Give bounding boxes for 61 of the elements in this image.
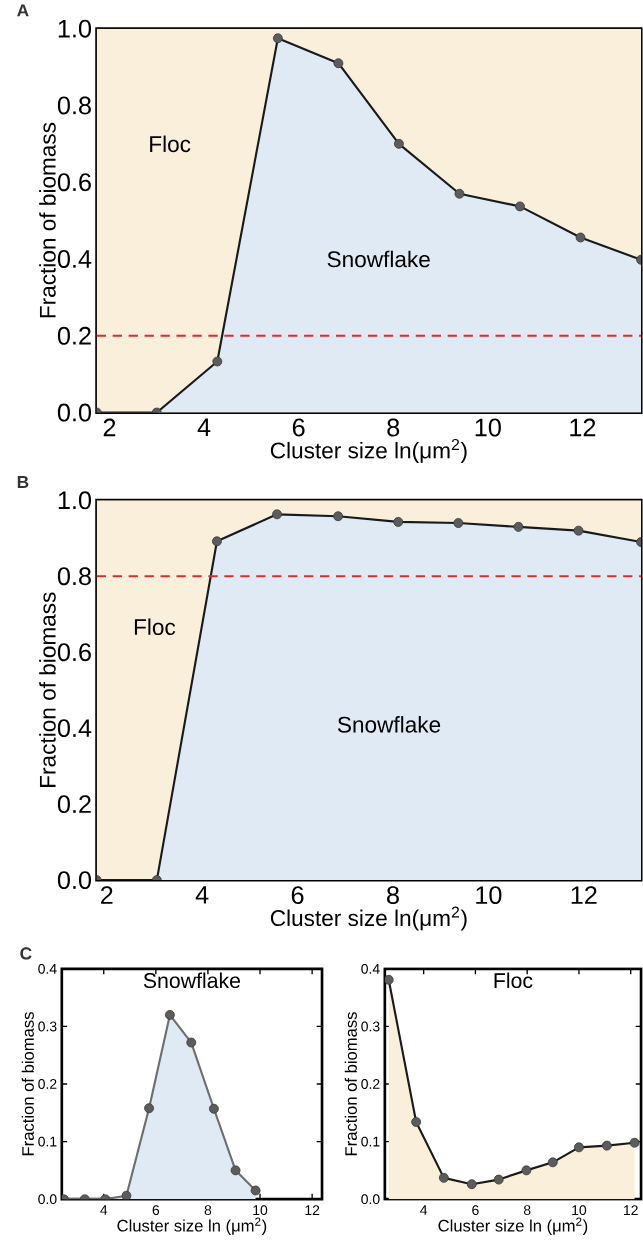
y-tick-label: 0.0	[57, 403, 91, 422]
x-tick-label: 12	[305, 1205, 320, 1215]
x-tick-label: 10	[475, 418, 501, 437]
x-tick-label: 6	[472, 1205, 479, 1216]
x-tick-label: 8	[387, 886, 399, 905]
x-tick-label: 2	[100, 886, 113, 904]
x-tick-label: 4	[100, 1205, 108, 1215]
y-tick-label: 1.0	[58, 19, 91, 38]
y-axis-title: Fraction of biomass	[344, 1012, 357, 1156]
x-tick-label: 6	[292, 418, 305, 437]
x-tick-label: 12	[623, 1205, 638, 1215]
y-tick-label: 0.1	[38, 1136, 57, 1147]
y-tick-label: 0.0	[361, 1194, 380, 1205]
annotation: Snowflake	[337, 716, 441, 733]
y-tick-label: 0.4	[57, 250, 92, 268]
y-tick-label: 0.2	[57, 326, 91, 345]
y-tick-label: 0.2	[361, 1079, 380, 1089]
x-tick-label: 8	[387, 418, 400, 437]
y-tick-label: 0.4	[38, 963, 57, 974]
x-tick-label: 6	[291, 886, 304, 905]
x-tick-label: 8	[523, 1205, 531, 1216]
annotation: Floc	[150, 135, 191, 153]
y-tick-label: 1.0	[58, 491, 91, 510]
y-tick-label: 0.6	[57, 643, 91, 662]
y-tick-label: 0.6	[57, 173, 91, 192]
x-tick-label: 8	[204, 1205, 212, 1216]
y-tick-label: 0.0	[38, 1194, 57, 1205]
annotation: Snowflake	[327, 250, 430, 268]
x-tick-label: 10	[572, 1205, 587, 1216]
y-tick-label: 0.1	[361, 1136, 380, 1147]
y-tick-label: 0.8	[57, 96, 91, 115]
text: C	[20, 947, 32, 960]
text: B	[17, 476, 29, 488]
y-tick-label: 0.4	[361, 963, 380, 974]
y-axis-title: Fraction of biomass	[39, 592, 56, 787]
x-axis-title: Cluster size ln (μm$^{2}$)	[438, 1217, 588, 1235]
y-tick-label: 0.2	[57, 795, 91, 814]
x-tick-label: 4	[420, 1205, 428, 1215]
y-tick-label: 0.8	[57, 567, 91, 586]
y-tick-label: 0.3	[38, 1021, 57, 1032]
x-tick-label: 4	[195, 886, 209, 904]
x-tick-label: 6	[152, 1205, 160, 1216]
y-axis-title: Fraction of biomass	[39, 122, 56, 318]
y-tick-label: 0.0	[57, 871, 91, 890]
x-axis-title: Cluster size ln(μm$^{2}$)	[270, 438, 467, 463]
chart-title: Snowflake	[143, 972, 240, 989]
text: A	[17, 4, 29, 17]
y-tick-label: 0.3	[361, 1021, 380, 1032]
x-tick-label: 10	[253, 1205, 268, 1216]
chart-title: Floc	[494, 972, 533, 989]
x-tick-label: 2	[103, 418, 116, 437]
x-tick-label: 10	[476, 886, 502, 905]
y-axis-title: Fraction of biomass	[21, 1012, 34, 1156]
x-tick-label: 12	[571, 886, 597, 904]
x-axis-title: Cluster size ln(μm$^{2}$)	[270, 906, 467, 931]
y-tick-label: 0.2	[38, 1079, 57, 1089]
x-tick-label: 4	[197, 418, 211, 436]
x-tick-label: 12	[570, 418, 596, 437]
y-tick-label: 0.4	[57, 719, 92, 738]
x-axis-title: Cluster size ln (μm$^{2}$)	[117, 1217, 267, 1235]
annotation: Floc	[134, 618, 176, 636]
